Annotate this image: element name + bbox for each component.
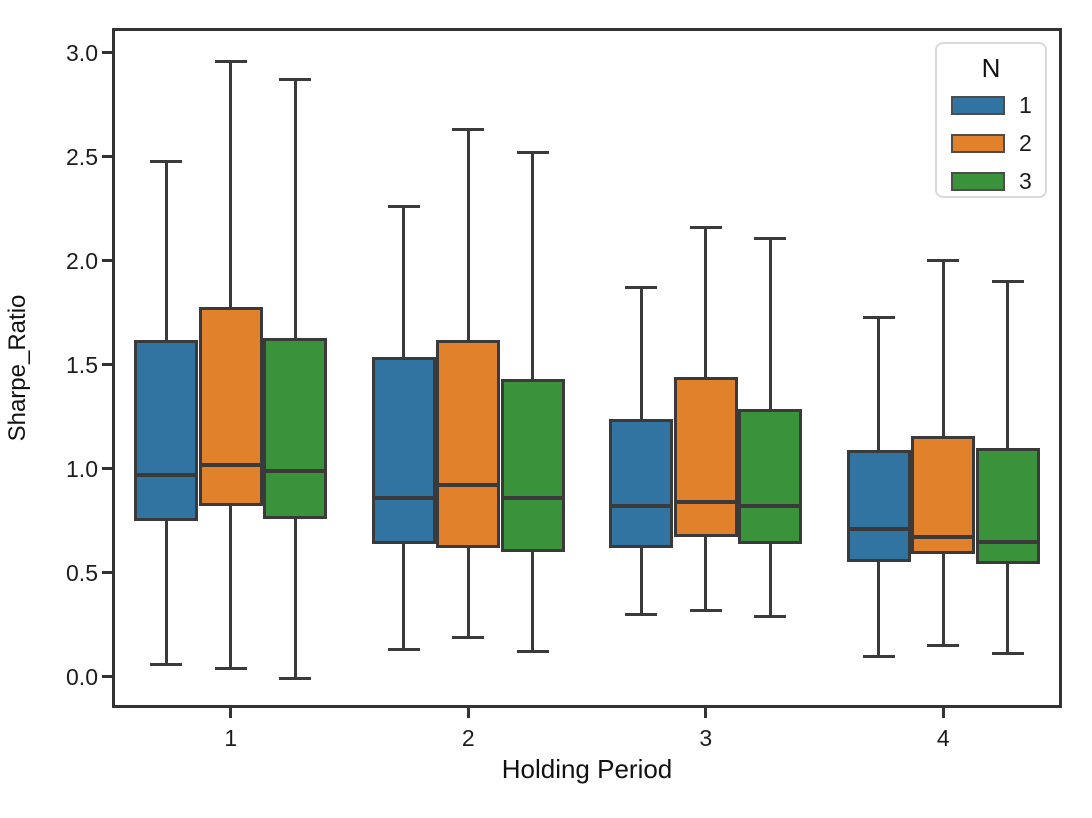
whisker-cap-bottom	[625, 612, 658, 616]
whisker-cap-bottom	[279, 677, 312, 681]
x-tick-mark	[941, 708, 945, 718]
y-tick-mark	[102, 259, 112, 263]
box-n1-hp4	[846, 450, 911, 563]
whisker-cap-top	[214, 59, 247, 63]
x-tick-label: 2	[461, 725, 475, 751]
y-tick-mark	[102, 675, 112, 679]
whisker-cap-bottom	[387, 648, 420, 652]
x-tick-label: 3	[699, 725, 713, 751]
x-tick-mark	[229, 708, 233, 718]
whisker-cap-bottom	[150, 662, 183, 666]
box-n2-hp3	[673, 377, 738, 538]
median-line	[436, 483, 501, 488]
box-n1-hp2	[371, 356, 436, 544]
y-tick-mark	[102, 363, 112, 367]
x-tick-label: 1	[224, 725, 238, 751]
whisker-cap-top	[452, 128, 485, 132]
median-line	[975, 539, 1040, 544]
median-line	[198, 462, 263, 467]
whisker-cap-bottom	[991, 652, 1024, 656]
median-line	[609, 504, 674, 509]
whisker-cap-bottom	[754, 615, 787, 618]
y-tick-label: 2.0	[66, 247, 98, 274]
whisker-cap-bottom	[689, 608, 722, 612]
legend-item-label: 1	[1019, 91, 1032, 118]
box-n2-hp4	[911, 435, 976, 555]
box-n1-hp1	[134, 339, 199, 521]
y-axis-label: Sharpe_Ratio	[4, 294, 31, 442]
legend-item-n3: 3	[937, 162, 1045, 200]
whisker-cap-top	[516, 151, 549, 155]
y-tick-label: 0.5	[66, 559, 98, 586]
legend-item-n2: 2	[937, 124, 1045, 162]
legend-item-label: 2	[1019, 129, 1032, 156]
whisker-cap-top	[862, 315, 895, 319]
whisker-cap-top	[754, 236, 787, 240]
median-line	[846, 527, 911, 532]
x-tick-mark	[466, 708, 470, 718]
y-tick-label: 2.5	[66, 143, 98, 170]
whisker-cap-top	[625, 286, 658, 290]
box-n1-hp3	[609, 418, 674, 548]
box-n3-hp2	[500, 379, 565, 553]
x-axis-label: Holding Period	[501, 754, 673, 784]
legend-title: N	[981, 53, 1001, 83]
whisker-cap-bottom	[516, 650, 549, 654]
median-line	[673, 500, 738, 505]
y-tick-label: 3.0	[66, 39, 98, 66]
box-n3-hp4	[975, 448, 1040, 565]
legend-swatch-orange-icon	[951, 133, 1005, 153]
y-tick-mark	[102, 51, 112, 55]
legend-item-label: 3	[1019, 167, 1032, 194]
y-tick-label: 0.0	[66, 663, 98, 690]
whisker-cap-top	[387, 205, 420, 209]
whisker-cap-top	[927, 259, 960, 263]
x-tick-mark	[704, 708, 708, 718]
y-tick-mark	[102, 155, 112, 159]
whisker-cap-bottom	[862, 654, 895, 658]
legend: N 1 2 3	[935, 42, 1047, 198]
legend-swatch-blue-icon	[951, 95, 1005, 115]
median-line	[134, 473, 199, 478]
whisker-cap-top	[991, 280, 1024, 284]
whisker-cap-bottom	[452, 635, 485, 639]
median-line	[263, 468, 328, 473]
box-n2-hp1	[198, 306, 263, 507]
median-line	[911, 535, 976, 540]
x-tick-label: 4	[936, 725, 950, 751]
median-line	[738, 504, 803, 509]
box-n3-hp3	[738, 408, 803, 544]
box-n3-hp1	[263, 337, 328, 519]
y-tick-label: 1.5	[66, 351, 98, 378]
box-n2-hp2	[436, 339, 501, 548]
whisker-cap-top	[689, 226, 722, 230]
median-line	[371, 495, 436, 500]
y-tick-label: 1.0	[66, 455, 98, 482]
plot-area: 0.0 0.5 1.0 1.5 2.0 2.5 3.0 1 2 3 4	[66, 28, 1062, 751]
median-line	[500, 495, 565, 500]
whisker-cap-bottom	[927, 644, 960, 648]
whisker-cap-top	[150, 159, 183, 163]
legend-item-n1: 1	[937, 86, 1045, 124]
y-tick-mark	[102, 571, 112, 575]
whisker-cap-top	[279, 78, 312, 82]
whisker-cap-bottom	[214, 666, 247, 670]
y-tick-mark	[102, 467, 112, 471]
legend-swatch-green-icon	[951, 171, 1005, 191]
